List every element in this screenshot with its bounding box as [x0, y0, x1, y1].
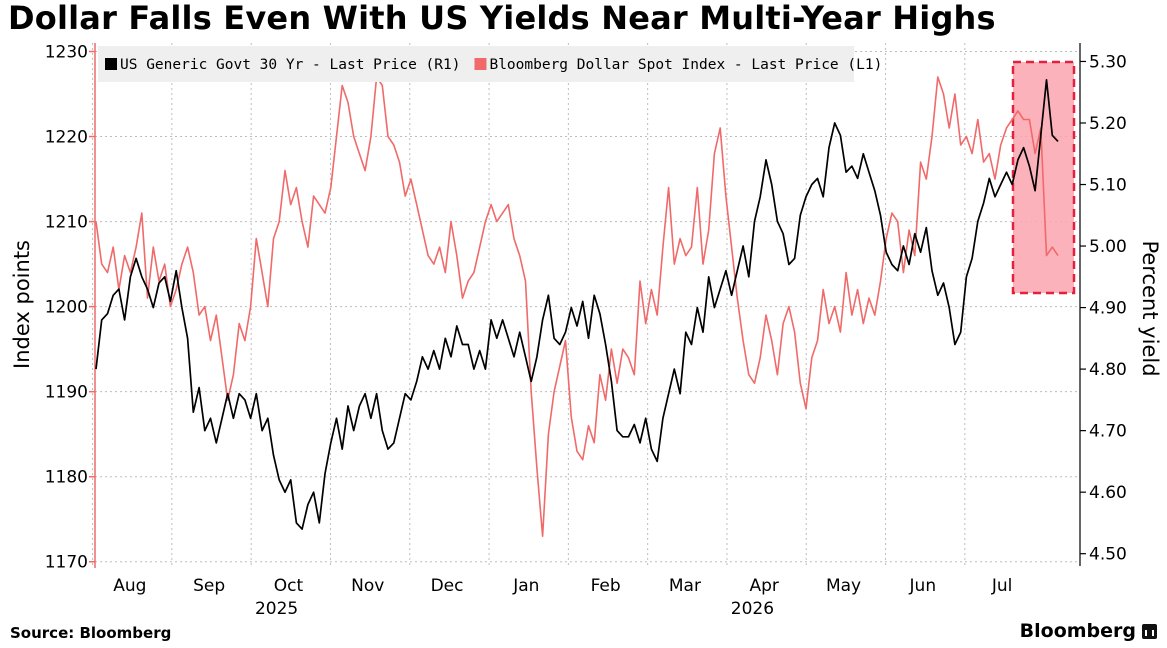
- right-tick-label: 4.60: [1089, 483, 1127, 503]
- right-axis-label: Percent yield: [1138, 240, 1162, 376]
- x-tick-label: Nov: [351, 576, 384, 596]
- right-tick-label: 5.10: [1089, 176, 1127, 196]
- right-tick-label: 4.50: [1089, 545, 1127, 565]
- x-tick-label: Jul: [991, 576, 1013, 596]
- x-tick-label: Jun: [909, 576, 937, 596]
- x-tick-label: Mar: [669, 576, 701, 596]
- series-line-dollar-index: [95, 76, 1059, 537]
- chart-title: Dollar Falls Even With US Yields Near Mu…: [8, 0, 996, 37]
- x-year-label: 2026: [731, 599, 774, 619]
- x-tick-label: Oct: [274, 576, 304, 596]
- x-tick-label: Apr: [750, 576, 779, 596]
- source-note: Source: Bloomberg: [10, 624, 172, 642]
- legend-swatch: [474, 58, 487, 70]
- x-tick-label: Sep: [193, 576, 225, 596]
- series-lines: [95, 76, 1059, 537]
- x-tick-label: Jan: [512, 576, 539, 596]
- brand-logo: Bloomberg: [1020, 620, 1157, 642]
- x-year-label: 2025: [255, 599, 298, 619]
- grid: [92, 43, 1080, 566]
- legend-swatch: [105, 58, 117, 70]
- x-tick-label: Feb: [591, 576, 621, 596]
- left-tick-label: 1230: [45, 43, 88, 63]
- left-tick-label: 1170: [45, 553, 88, 573]
- right-tick-label: 4.90: [1089, 299, 1127, 319]
- brand-name: Bloomberg: [1019, 620, 1136, 642]
- right-tick-label: 4.80: [1089, 360, 1127, 380]
- left-axis-label: Index points: [10, 240, 34, 369]
- right-tick-label: 5.00: [1089, 237, 1127, 257]
- x-tick-label: Aug: [113, 576, 146, 596]
- legend-item-label: US Generic Govt 30 Yr - Last Price (R1): [120, 57, 460, 73]
- series-line-30yr-yield: [95, 79, 1059, 530]
- axes: 1230 1220 1210 1200 1190 1180 1170 5.30 5.20 5.10…: [45, 43, 1127, 619]
- x-tick-label: Dec: [431, 576, 464, 596]
- left-tick-label: 1210: [45, 213, 88, 233]
- x-tick-label: May: [826, 576, 861, 596]
- right-tick-label: 5.20: [1089, 114, 1127, 134]
- right-tick-label: 4.70: [1089, 422, 1127, 442]
- right-tick-label: 5.30: [1089, 52, 1127, 72]
- legend: US Generic Govt 30 Yr - Last Price (R1) B…: [98, 46, 882, 82]
- legend-item-label: Bloomberg Dollar Spot Index - Last Price…: [489, 57, 882, 73]
- left-tick-label: 1190: [45, 383, 88, 403]
- bloomberg-terminal-icon: [1142, 623, 1157, 639]
- left-tick-label: 1200: [45, 298, 88, 318]
- left-tick-label: 1180: [45, 468, 88, 488]
- left-tick-label: 1220: [45, 128, 88, 148]
